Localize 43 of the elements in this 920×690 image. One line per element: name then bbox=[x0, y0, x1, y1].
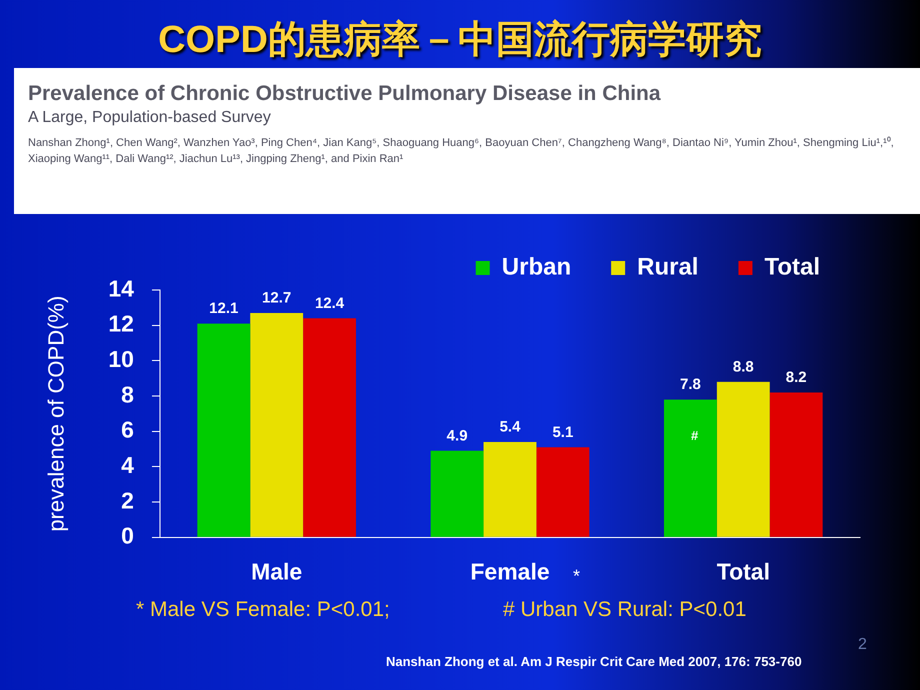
x-tick-label: Male bbox=[251, 558, 302, 585]
x-tick-label: Female bbox=[470, 558, 550, 585]
bar bbox=[484, 442, 536, 537]
y-tick-label: 6 bbox=[121, 416, 134, 443]
annotation: # bbox=[691, 428, 698, 443]
bar bbox=[250, 312, 304, 537]
data-label: 7.8 bbox=[680, 376, 701, 394]
bar bbox=[303, 318, 356, 537]
text: # Urban VS Rural: P<0.01 bbox=[503, 598, 746, 622]
bar bbox=[664, 400, 717, 537]
y-tick-label: 0 bbox=[121, 522, 134, 549]
data-label: 8.8 bbox=[732, 358, 754, 376]
chart-title: COPD的患病率－中国流行病学研究 bbox=[157, 18, 763, 63]
x-tick-label: Total bbox=[716, 558, 770, 585]
bar bbox=[770, 392, 823, 537]
chart-subtitle: Prevalence of Chronic Obstructive Pulmonary Disease in China bbox=[28, 82, 662, 106]
data-label: 4.9 bbox=[446, 427, 468, 444]
y-tick-label: 2 bbox=[121, 487, 134, 514]
data-label: 12.1 bbox=[209, 300, 238, 318]
text: Nanshan Zhong et al. Am J Respir Crit Care Med 2007, 176: 753-760 bbox=[386, 654, 802, 669]
y-tick-label: 8 bbox=[121, 381, 134, 408]
text: * bbox=[573, 566, 580, 587]
bar bbox=[430, 450, 484, 537]
bar bbox=[197, 324, 250, 537]
text: Nanshan Zhong¹, Chen Wang², Wanzhen Yao³, Ping Chen⁴, Jian Kang⁵, Shaoguang Huang⁶, Baoyuan Chen⁷, Changzheng Wang⁸, Diantao Ni⁹, Yumin Zhou¹, Shengming Liu¹,¹⁰, Xiaoping Wang¹¹, Dali Wang¹², Jiachun Lu¹³, Jingping Zheng¹, and Pixin Ran¹ bbox=[28, 136, 895, 167]
legend-label: Rural bbox=[637, 254, 698, 281]
legend-label: Total bbox=[764, 254, 820, 281]
bar bbox=[716, 382, 770, 537]
text: * Male VS Female: P<0.01; bbox=[136, 598, 390, 622]
data-label: 12.7 bbox=[262, 290, 292, 307]
text: 2 bbox=[858, 636, 867, 654]
y-axis-title: prevalence of COPD(%) bbox=[43, 296, 68, 532]
y-tick-label: 12 bbox=[108, 310, 134, 337]
text: A Large, Population-based Survey bbox=[28, 109, 272, 127]
y-tick-label: 10 bbox=[108, 346, 134, 372]
y-tick-label: 14 bbox=[108, 275, 134, 302]
data-label: 5.4 bbox=[500, 418, 522, 436]
legend-label: Urban bbox=[502, 254, 572, 281]
data-label: 12.4 bbox=[314, 294, 345, 312]
data-label: 8.2 bbox=[786, 369, 807, 386]
bar bbox=[536, 447, 590, 537]
y-tick-label: 4 bbox=[121, 452, 134, 478]
data-label: 5.1 bbox=[552, 424, 574, 441]
